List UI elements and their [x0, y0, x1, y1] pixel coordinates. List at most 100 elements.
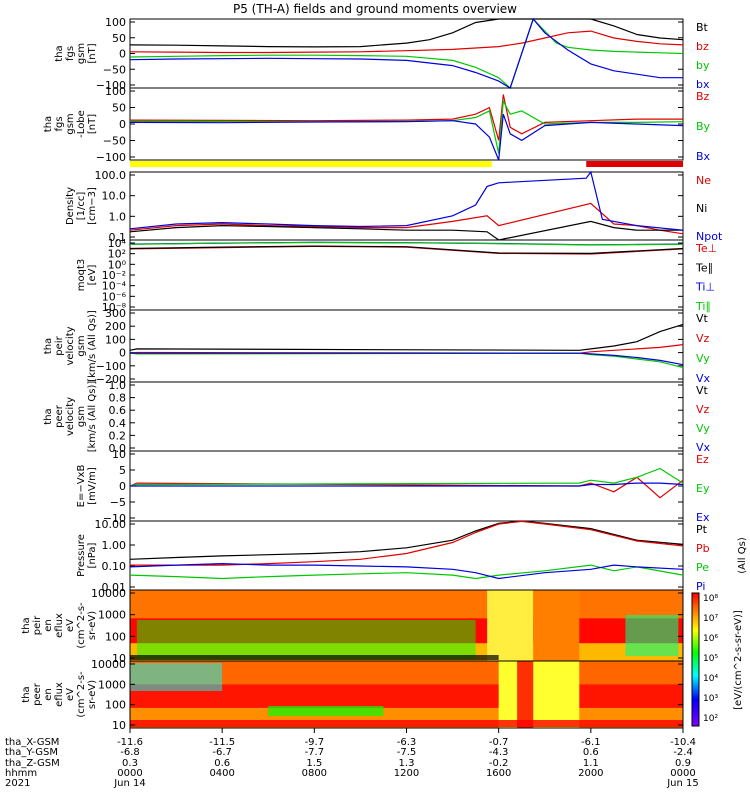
series-Pt	[129, 520, 684, 560]
y-axis-label: [nPa]	[87, 542, 98, 568]
legend-Bt: Bt	[696, 21, 709, 34]
y-axis-label: [cm−3]	[87, 187, 98, 225]
x-tick-label-x: -11.6	[117, 737, 143, 748]
legend-Vz: Vz	[696, 403, 710, 416]
y-tick-label: −100	[96, 360, 126, 373]
x-tick-label-z: 0.6	[214, 758, 230, 769]
y-axis-label: fgs	[65, 46, 76, 61]
y-axis-label: tha	[43, 338, 54, 354]
y-tick-label: 10000	[91, 658, 126, 671]
x-tick-label-y: -6.8	[120, 747, 140, 758]
x-tick-label-z: -0.2	[489, 758, 509, 769]
series-Npot	[129, 170, 684, 231]
y-tick-label: 10	[112, 652, 126, 665]
legend-bz: bz	[696, 40, 709, 53]
x-tick-label-hhmm: 1200	[394, 768, 419, 779]
legend-Ne: Ne	[696, 174, 711, 187]
y-tick-label: −10	[103, 512, 126, 525]
y-tick-label: 0	[119, 48, 126, 61]
y-tick-label: 10⁻⁸	[102, 301, 127, 314]
y-axis-label: eflux	[54, 682, 65, 707]
y-tick-label: 10⁰	[108, 258, 127, 271]
y-tick-label: 10⁻⁴	[102, 280, 127, 293]
y-tick-label: 0	[119, 118, 126, 131]
y-tick-label: 50	[112, 102, 126, 115]
y-axis-label: tha	[21, 617, 32, 633]
colorbar-label: [eV/(cm^2-s-sr-eV)]	[733, 610, 744, 710]
y-axis-label: peir	[32, 615, 43, 635]
y-tick-label: 10000	[91, 587, 126, 600]
series-By	[130, 99, 684, 154]
y-axis-label: peer	[32, 682, 43, 706]
y-axis-label: [eV]	[87, 265, 98, 286]
colorbar-tick: 10⁵	[703, 654, 718, 664]
panel-peer-eflux: 10000 1000 100 10 tha peer en eflux eV (cm^2-s-sr…	[21, 658, 684, 732]
y-axis-label: eV	[65, 619, 76, 632]
series-bz	[129, 30, 684, 54]
spectrogram-gap	[517, 661, 534, 728]
y-axis-label: gsm	[76, 406, 87, 427]
spectrogram-low-flux	[268, 706, 384, 716]
colorbar-tick: 10³	[703, 694, 718, 704]
y-tick-label: 300	[105, 307, 126, 320]
series-Vx	[130, 352, 684, 366]
x-tick-label-y: -7.5	[397, 747, 417, 758]
region-bar	[130, 161, 683, 167]
x-tick-label-x: -10.4	[670, 737, 696, 748]
spectrogram-low-flux	[136, 620, 476, 659]
y-axis-label: fgs	[54, 116, 65, 131]
panel-peer-velocity: 1.00.80.60.40.20.0 tha peer velocity gsm [km/…	[43, 379, 711, 455]
legend-Vz: Vz	[696, 332, 710, 345]
y-tick-label: 0.6	[109, 404, 127, 417]
y-tick-label: 0	[119, 480, 126, 493]
series-Pe	[129, 564, 684, 580]
legend-Vy: Vy	[696, 352, 710, 365]
x-tick-label-x: -6.3	[397, 737, 417, 748]
y-tick-label: 100	[105, 85, 126, 98]
series-Vy	[129, 352, 684, 369]
series-bx	[129, 17, 683, 89]
panel-pressure: 10.00 1.00 0.10 0.01 Pressure [nPa] Pt Pb Pe Pi (A…	[76, 518, 748, 594]
x-tick-label-x: -9.7	[305, 737, 325, 748]
legend-Ez: Ez	[696, 453, 709, 466]
panel-fgs-gsm: 100 50 0 −50 −100 tha fgs gsm [nT] Bt bz by bx	[54, 16, 710, 92]
plot-title: P5 (TH-A) fields and ground moments over…	[233, 2, 517, 16]
y-tick-label: 10.00	[95, 518, 127, 531]
y-tick-label: 0.0	[109, 442, 127, 455]
series-Pi	[129, 562, 684, 580]
y-axis-label: eflux	[54, 613, 65, 638]
y-tick-label: −50	[103, 135, 126, 148]
y-axis-label: peer	[54, 404, 65, 428]
y-axis-label: tha	[54, 45, 65, 61]
legend-Ey: Ey	[696, 482, 710, 495]
y-tick-label: −50	[103, 63, 126, 76]
legend-Vx: Vx	[696, 372, 711, 385]
legend-Pt: Pt	[696, 523, 708, 536]
series-by	[129, 17, 684, 90]
legend-Pi: Pi	[696, 580, 705, 593]
y-axis-label: tha	[43, 408, 54, 424]
y-axis-label: gsm	[76, 335, 87, 356]
y-tick-label: 10²	[108, 248, 126, 261]
x-tick-label-y: -6.7	[212, 747, 232, 758]
series-Vt	[129, 323, 684, 351]
y-axis-label: (cm^2-s-	[76, 671, 87, 718]
y-tick-label: 0.4	[109, 417, 127, 430]
y-tick-label: 100.0	[95, 169, 127, 182]
panel-frame	[129, 239, 684, 311]
y-tick-label: −100	[96, 79, 126, 92]
y-axis-label: [nT]	[87, 114, 98, 134]
spectrogram-low-flux	[625, 615, 679, 656]
colorbar-tick: 10⁸	[703, 594, 718, 604]
y-axis-label: Density	[65, 187, 76, 225]
colorbar-tick: 10⁶	[703, 634, 718, 644]
x-tick-label-hhmm: 0000	[670, 768, 695, 779]
spectrogram-gap	[533, 590, 580, 661]
y-tick-label: 0.2	[109, 429, 127, 442]
x-tick-label-x: -6.1	[581, 737, 601, 748]
y-axis-label: Pressure	[76, 534, 87, 577]
series-Ti∥	[129, 241, 684, 246]
y-axis-label: en	[43, 688, 54, 701]
